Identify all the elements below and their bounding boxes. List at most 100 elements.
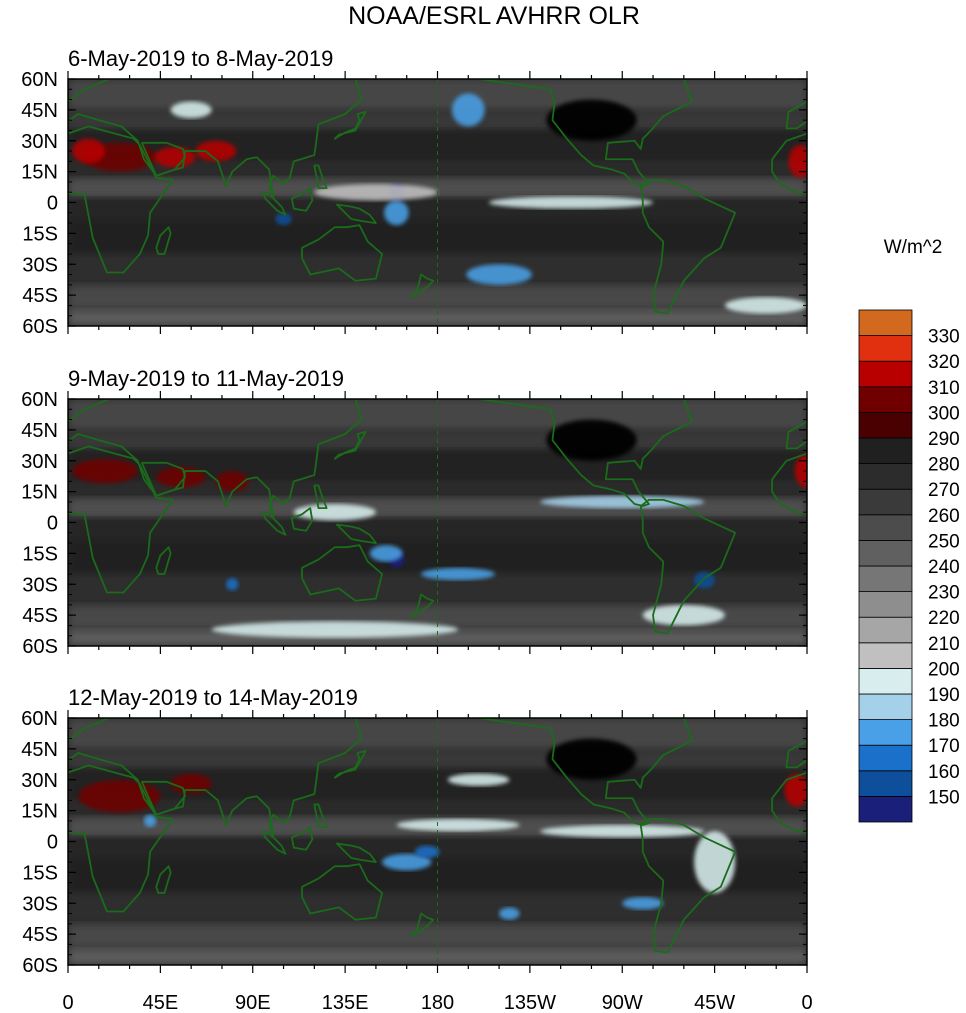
coastline-madagascar	[895, 866, 909, 893]
olr-anomaly-region	[546, 99, 637, 141]
coastline-philippines	[313, 484, 328, 509]
colorbar-label: 210	[928, 634, 960, 655]
colorbar-swatch	[858, 591, 913, 618]
y-tick-label: 0	[47, 832, 58, 854]
coastline-europe-asia	[68, 718, 363, 837]
olr-anomaly-region	[195, 140, 237, 162]
colorbar-swatch	[858, 616, 913, 644]
coastline-australia	[301, 544, 383, 602]
y-tick-label: 60S	[22, 636, 58, 658]
y-tick-label: 30S	[22, 574, 58, 596]
olr-anomaly-region	[143, 814, 157, 828]
olr-anomaly-region	[314, 183, 438, 201]
colorbar-label: 290	[928, 429, 960, 450]
coastline-philippines	[313, 803, 328, 828]
coastline-sumatra	[262, 830, 287, 855]
coastline-new-guinea	[336, 523, 377, 544]
x-tick-label: 45E	[143, 992, 179, 1013]
colorbar-label: 270	[928, 480, 960, 501]
map-panel-1: 6-May-2019 to 8-May-2019 60N 45N 30N 15N 0 15S…	[21, 46, 924, 338]
coastline-europe-asia	[68, 79, 363, 198]
map-panel-2: 9-May-2019 to 11-May-2019 60N 45N 30N 15N 0 15…	[21, 366, 808, 658]
olr-anomaly-region	[170, 773, 212, 795]
y-tick-label: 0	[47, 193, 58, 215]
coastline-north-america	[477, 399, 693, 507]
panel-subtitle-1: 6-May-2019 to 8-May-2019	[68, 46, 333, 71]
olr-anomaly-region	[451, 93, 485, 127]
coastline-north-america	[477, 79, 693, 187]
colorbar-swatch	[858, 796, 913, 823]
olr-anomaly-region	[72, 458, 138, 484]
olr-anomaly-region	[794, 454, 807, 488]
coastline-europe-asia	[785, 100, 807, 130]
y-tick-label: 45N	[21, 420, 58, 442]
y-tick-label: 30N	[21, 451, 58, 473]
coastline-arabia	[140, 141, 186, 177]
olr-anomaly-region	[154, 146, 196, 168]
colorbar-label: 180	[928, 711, 960, 732]
colorbar-label: 260	[928, 506, 960, 527]
y-tick-label: 60N	[21, 389, 58, 411]
olr-anomaly-region	[694, 831, 736, 893]
coastline-europe-asia	[68, 399, 363, 518]
coastline-africa	[771, 771, 807, 833]
olr-anomaly-region	[622, 897, 664, 910]
coastline-new-zealand	[409, 593, 435, 619]
coastline-australia	[301, 224, 383, 282]
colorbar-label: 300	[928, 403, 960, 424]
colorbar-label: 250	[928, 531, 960, 552]
y-tick-label: 60N	[21, 708, 58, 730]
coastline-africa	[68, 125, 174, 274]
coastline-australia	[301, 863, 383, 921]
colorbar-swatch	[858, 309, 913, 337]
olr-anomaly-region	[447, 773, 510, 786]
x-tick-label: 0	[801, 992, 812, 1013]
x-tick-label: 90W	[602, 992, 643, 1013]
olr-anomaly-region	[226, 578, 239, 591]
olr-anomaly-region	[396, 818, 520, 832]
colorbar-label: 330	[928, 327, 960, 348]
olr-anomaly-region	[215, 471, 249, 492]
olr-anomaly-region	[466, 264, 532, 285]
y-tick-label: 15S	[22, 223, 58, 245]
coastline-borneo	[290, 507, 314, 532]
coastline-new-guinea	[336, 203, 377, 224]
colorbar-swatch	[858, 360, 913, 388]
y-tick-label: 15N	[21, 801, 58, 823]
colorbar-label: 190	[928, 685, 960, 706]
colorbar-label: 320	[928, 352, 960, 373]
coastline-new-guinea	[336, 842, 377, 863]
colorbar-swatch	[858, 642, 913, 669]
coastline-north-america	[477, 718, 693, 826]
coastline-south-america	[639, 178, 737, 315]
colorbar-swatch	[858, 693, 913, 721]
colorbar-swatch	[858, 514, 913, 541]
coastline-japan	[333, 111, 367, 140]
colorbar-label: 310	[928, 378, 960, 399]
y-tick-label: 15S	[22, 862, 58, 884]
colorbar-swatch	[858, 770, 913, 797]
coastline-africa	[68, 445, 174, 594]
colorbar-swatch	[858, 744, 913, 772]
coastline-new-zealand	[409, 912, 435, 938]
colorbar-label: 150	[928, 787, 960, 808]
coastline-arabia	[140, 780, 186, 816]
olr-anomaly-region	[170, 101, 212, 119]
olr-anomaly-region	[369, 545, 403, 562]
coastline-arabia	[881, 143, 924, 176]
colorbar-label: 170	[928, 736, 960, 757]
olr-anomaly-region	[275, 212, 292, 226]
olr-anomaly-region	[384, 200, 409, 226]
colorbar-swatch	[858, 668, 913, 695]
colorbar-swatch	[858, 411, 913, 439]
colorbar-swatch	[858, 540, 913, 567]
coastline-borneo	[290, 187, 314, 212]
y-tick-label: 30S	[22, 254, 58, 276]
colorbar-label: 160	[928, 762, 960, 783]
coastline-sumatra	[262, 191, 287, 216]
colorbar-label: 230	[928, 583, 960, 604]
y-tick-label: 30S	[22, 893, 58, 915]
olr-anomaly-region	[211, 621, 459, 638]
olr-anomaly-region	[382, 853, 432, 871]
